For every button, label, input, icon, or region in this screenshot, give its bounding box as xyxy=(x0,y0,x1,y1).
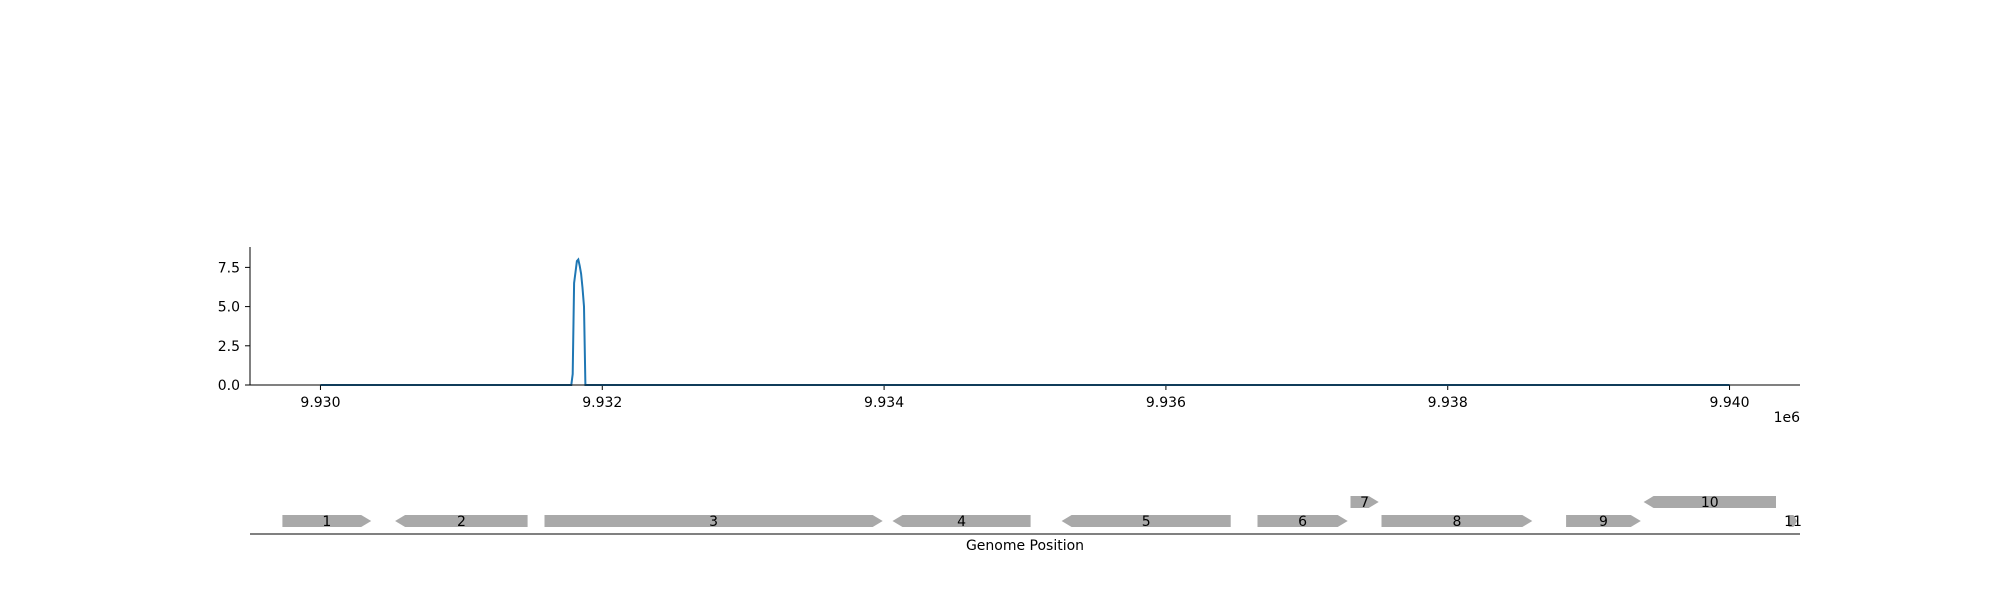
x-axis-offset-label: 1e6 xyxy=(1774,410,1801,426)
gene-label: 8 xyxy=(1452,514,1461,530)
gene-track: 1 2 3 4 5 6 7 8 9 10 11 Genome Position xyxy=(250,495,1802,554)
gene-feature-arrow xyxy=(892,515,1031,527)
gene-label: 4 xyxy=(957,514,966,530)
gene-feature-arrow xyxy=(544,515,883,527)
y-tick-label: 7.5 xyxy=(218,260,240,276)
gene-feature-arrow xyxy=(1566,515,1641,527)
y-tick-label: 5.0 xyxy=(218,300,240,316)
x-tick-label: 9.936 xyxy=(1146,395,1186,411)
gene-feature-arrow xyxy=(282,515,372,527)
gene-label: 6 xyxy=(1298,514,1307,530)
gene-feature-arrow xyxy=(1788,515,1798,527)
gene-label: 10 xyxy=(1701,495,1719,511)
x-tick-label: 9.938 xyxy=(1428,395,1468,411)
gene-feature-arrow xyxy=(1257,515,1348,527)
gene-label: 5 xyxy=(1142,514,1151,530)
x-axis-ticks: 9.930 9.932 9.934 9.936 9.938 9.940 xyxy=(300,385,1750,411)
gene-feature-arrow xyxy=(1350,496,1379,508)
gene-track-x-label: Genome Position xyxy=(966,538,1084,554)
gene-feature-arrow xyxy=(1381,515,1533,527)
x-tick-label: 9.932 xyxy=(582,395,622,411)
y-tick-label: 2.5 xyxy=(218,339,240,355)
gene-label: 9 xyxy=(1599,514,1608,530)
gene-feature-arrow xyxy=(1643,496,1776,508)
gene-label: 11 xyxy=(1784,514,1802,530)
gene-feature-arrow xyxy=(1061,515,1231,527)
gene-label: 3 xyxy=(709,514,718,530)
gene-label: 7 xyxy=(1360,495,1369,511)
gene-features: 1 2 3 4 5 6 7 8 9 10 11 xyxy=(282,495,1802,530)
coverage-chart: 9.930 9.932 9.934 9.936 9.938 9.940 0.0 2.5 5.0… xyxy=(218,247,1800,426)
x-tick-label: 9.940 xyxy=(1709,395,1749,411)
y-tick-label: 0.0 xyxy=(218,378,240,394)
x-tick-label: 9.934 xyxy=(864,395,904,411)
x-tick-label: 9.930 xyxy=(300,395,340,411)
gene-feature-arrow xyxy=(395,515,528,527)
gene-label: 2 xyxy=(457,514,466,530)
gene-label: 1 xyxy=(322,514,331,530)
coverage-series-line xyxy=(320,257,1730,386)
y-axis-ticks: 0.0 2.5 5.0 7.5 xyxy=(218,260,250,394)
